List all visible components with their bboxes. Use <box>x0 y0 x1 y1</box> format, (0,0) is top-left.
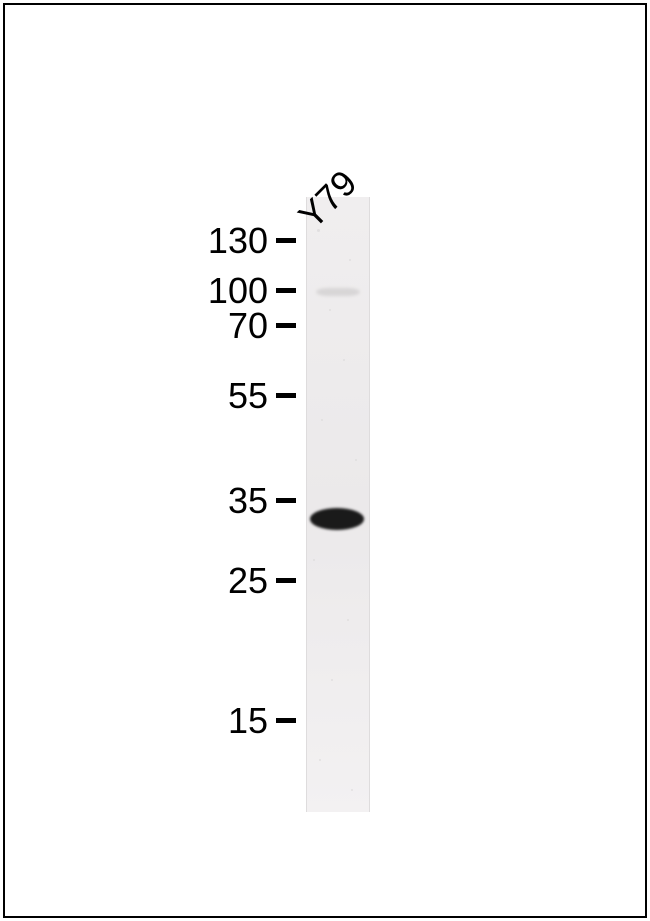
mw-tick <box>276 393 296 398</box>
mw-label: 55 <box>178 375 268 417</box>
mw-tick <box>276 718 296 723</box>
mw-tick <box>276 498 296 503</box>
mw-tick <box>276 238 296 243</box>
band-main-34 <box>310 508 364 530</box>
mw-label: 25 <box>178 560 268 602</box>
band-faint-100 <box>316 288 360 296</box>
mw-label: 15 <box>178 700 268 742</box>
mw-tick <box>276 288 296 293</box>
mw-label: 130 <box>178 220 268 262</box>
mw-tick <box>276 578 296 583</box>
mw-label: 35 <box>178 480 268 522</box>
mw-tick <box>276 323 296 328</box>
mw-label: 70 <box>178 305 268 347</box>
